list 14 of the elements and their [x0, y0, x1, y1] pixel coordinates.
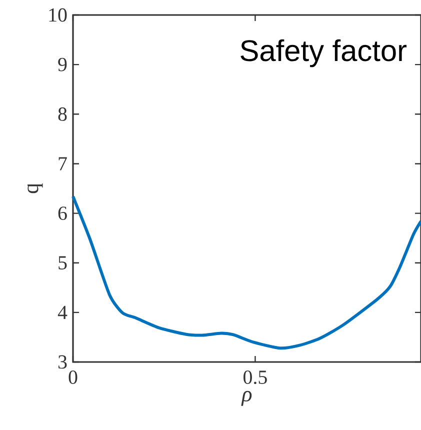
line-series: [72, 194, 421, 350]
y-tick-label: 5: [58, 256, 67, 270]
y-tick-label: 7: [58, 157, 67, 170]
y-tick-label: 9: [58, 58, 67, 72]
annotation: Safety factor: [240, 39, 407, 68]
x-axis-title: ρ: [241, 390, 252, 406]
y-tick-label: 4: [58, 306, 68, 319]
x-tick-label: 0.5: [244, 370, 267, 384]
y-tick-label: 8: [58, 107, 67, 121]
y-tick-label: 6: [58, 206, 67, 220]
y-tick-label: 3: [58, 355, 67, 369]
y-axis-title: q: [28, 183, 43, 194]
y-tick-label: 10: [49, 8, 67, 22]
x-tick-label: 0: [68, 370, 78, 384]
